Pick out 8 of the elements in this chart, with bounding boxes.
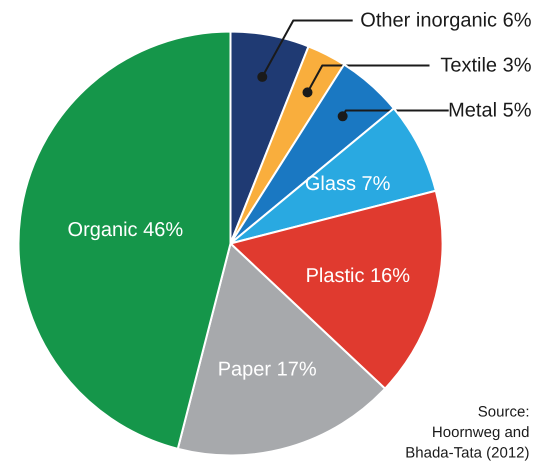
source-note: Source: Hoornweg and Bhada-Tata (2012) <box>405 404 530 462</box>
slice-label: Other inorganic 6% <box>360 10 532 32</box>
slice-label: Organic 46% <box>68 219 184 242</box>
slice-label: Textile 3% <box>440 54 532 76</box>
slice-label: Paper 17% <box>218 358 317 381</box>
slice-label: Glass 7% <box>304 172 391 195</box>
slice-label: Plastic 16% <box>306 265 410 288</box>
slice-label: Metal 5% <box>448 100 532 122</box>
